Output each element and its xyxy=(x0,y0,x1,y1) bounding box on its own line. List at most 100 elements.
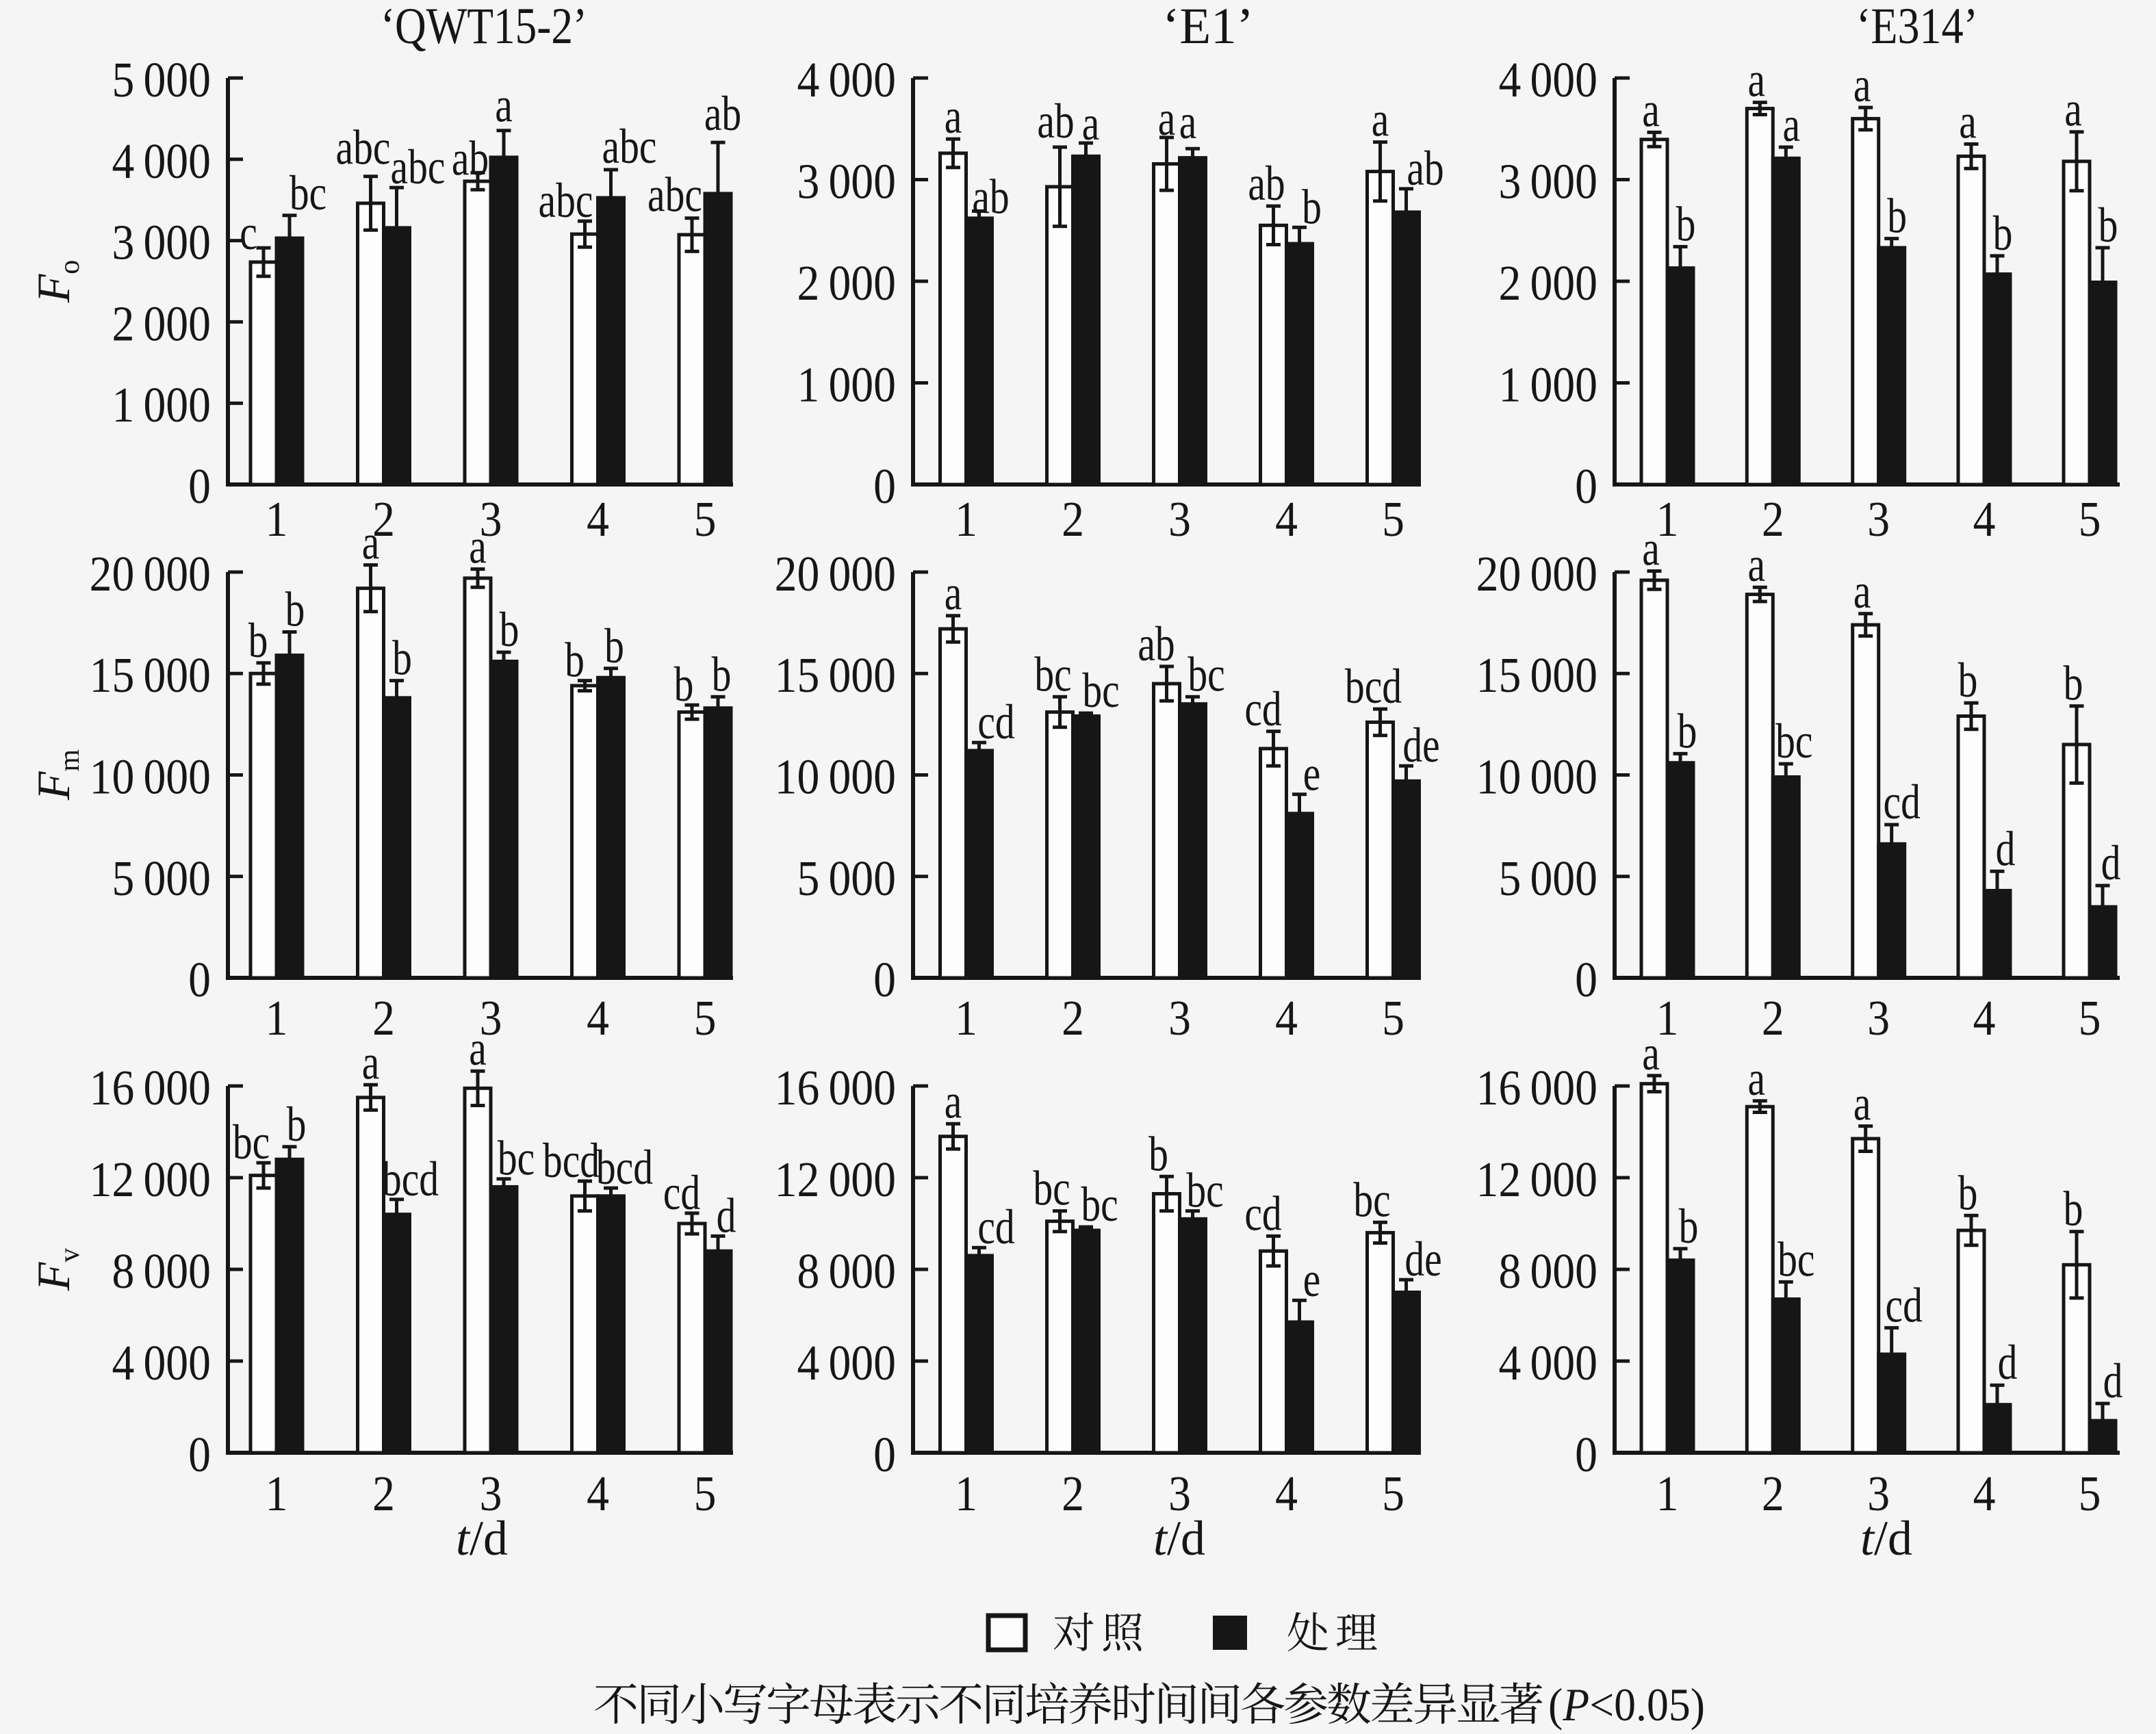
svg-text:b: b xyxy=(392,632,412,686)
svg-text:15 000: 15 000 xyxy=(90,648,211,703)
svg-text:b: b xyxy=(604,619,624,674)
svg-text:4: 4 xyxy=(1275,492,1298,547)
svg-text:4 000: 4 000 xyxy=(1498,1336,1597,1391)
svg-text:4: 4 xyxy=(1275,1466,1298,1522)
svg-text:bcd: bcd xyxy=(382,1152,439,1207)
svg-text:cd: cd xyxy=(1884,775,1921,830)
svg-text:20 000: 20 000 xyxy=(1476,547,1597,602)
svg-text:ab: ab xyxy=(1037,94,1074,149)
svg-text:3: 3 xyxy=(1867,492,1890,547)
svg-text:0: 0 xyxy=(188,459,211,515)
svg-text:4: 4 xyxy=(1973,492,1996,547)
svg-text:cd: cd xyxy=(977,695,1014,750)
svg-text:1 000: 1 000 xyxy=(1498,357,1597,413)
svg-text:3 000: 3 000 xyxy=(797,154,896,209)
svg-text:1: 1 xyxy=(266,492,288,547)
svg-text:d: d xyxy=(1998,1336,2018,1390)
svg-text:2: 2 xyxy=(1762,492,1784,547)
svg-text:d: d xyxy=(2103,1354,2123,1409)
svg-text:5 000: 5 000 xyxy=(112,53,211,108)
svg-text:de: de xyxy=(1402,719,1439,773)
svg-text:b: b xyxy=(285,583,305,638)
svg-text:a: a xyxy=(469,1022,487,1076)
svg-text:abc: abc xyxy=(602,120,657,174)
svg-text:bc: bc xyxy=(1188,647,1224,702)
svg-text:a: a xyxy=(945,567,962,621)
svg-text:de: de xyxy=(1404,1232,1441,1287)
svg-text:cd: cd xyxy=(1244,1187,1281,1241)
svg-text:3: 3 xyxy=(1867,1466,1890,1522)
svg-text:b: b xyxy=(1679,1200,1699,1254)
svg-text:12 000: 12 000 xyxy=(1476,1152,1597,1208)
svg-text:3: 3 xyxy=(480,1466,502,1522)
svg-text:a: a xyxy=(362,1035,380,1090)
svg-text:3: 3 xyxy=(480,991,502,1046)
svg-text:5: 5 xyxy=(694,492,717,547)
svg-text:0: 0 xyxy=(873,1427,896,1483)
svg-text:a: a xyxy=(945,90,962,144)
svg-text:0: 0 xyxy=(873,953,896,1008)
svg-text:a: a xyxy=(1642,83,1660,138)
svg-text:5: 5 xyxy=(694,991,717,1046)
svg-text:t/d: t/d xyxy=(1153,1511,1205,1566)
svg-text:a: a xyxy=(2064,83,2082,138)
svg-text:4 000: 4 000 xyxy=(797,1336,896,1391)
svg-text:5: 5 xyxy=(2079,991,2101,1046)
svg-text:2 000: 2 000 xyxy=(797,256,896,311)
svg-text:a: a xyxy=(1853,58,1871,113)
svg-text:b: b xyxy=(1887,190,1907,244)
svg-text:16 000: 16 000 xyxy=(90,1061,211,1116)
svg-text:bc: bc xyxy=(1082,664,1119,719)
svg-text:1: 1 xyxy=(266,1466,288,1522)
svg-text:(P<0.05): (P<0.05) xyxy=(1548,1679,1705,1731)
svg-text:10 000: 10 000 xyxy=(775,749,896,805)
svg-text:ab: ab xyxy=(972,170,1009,225)
svg-text:3 000: 3 000 xyxy=(112,215,211,270)
svg-text:bc: bc xyxy=(233,1115,270,1170)
svg-text:a: a xyxy=(1642,1026,1660,1081)
svg-text:10 000: 10 000 xyxy=(90,749,211,805)
svg-text:4: 4 xyxy=(1973,991,1996,1046)
svg-text:b: b xyxy=(1958,654,1978,708)
svg-text:a: a xyxy=(1082,96,1100,151)
svg-text:b: b xyxy=(2064,657,2083,712)
svg-text:5 000: 5 000 xyxy=(797,851,896,907)
svg-text:1 000: 1 000 xyxy=(112,378,211,433)
svg-text:a: a xyxy=(1783,98,1801,153)
svg-text:12 000: 12 000 xyxy=(775,1152,896,1208)
svg-text:ab: ab xyxy=(1138,617,1175,672)
svg-text:bc: bc xyxy=(1353,1173,1390,1228)
svg-text:5 000: 5 000 xyxy=(112,851,211,907)
svg-text:1: 1 xyxy=(955,1466,977,1522)
svg-text:bc: bc xyxy=(1186,1164,1223,1219)
svg-text:b: b xyxy=(2064,1182,2083,1237)
svg-text:ab: ab xyxy=(704,87,741,142)
svg-text:abc: abc xyxy=(539,174,593,229)
svg-text:0: 0 xyxy=(188,953,211,1008)
svg-text:a: a xyxy=(1748,538,1766,593)
svg-text:15 000: 15 000 xyxy=(1476,648,1597,703)
svg-text:2 000: 2 000 xyxy=(112,296,211,352)
svg-text:b: b xyxy=(674,658,694,712)
svg-text:bcd: bcd xyxy=(1345,660,1402,714)
svg-text:4 000: 4 000 xyxy=(112,134,211,190)
svg-text:2: 2 xyxy=(1062,492,1084,547)
svg-text:16 000: 16 000 xyxy=(1476,1061,1597,1116)
svg-text:1: 1 xyxy=(1656,492,1679,547)
svg-text:bcd: bcd xyxy=(543,1134,600,1189)
svg-text:20 000: 20 000 xyxy=(775,547,896,602)
svg-text:8 000: 8 000 xyxy=(112,1244,211,1299)
svg-text:15 000: 15 000 xyxy=(775,648,896,703)
svg-text:a: a xyxy=(1642,522,1660,577)
svg-text:bc: bc xyxy=(1081,1178,1118,1232)
svg-text:e: e xyxy=(1303,747,1321,802)
svg-text:5: 5 xyxy=(2079,1466,2101,1522)
svg-text:12 000: 12 000 xyxy=(90,1152,211,1208)
svg-text:cd: cd xyxy=(1886,1278,1923,1333)
svg-text:‘E314’: ‘E314’ xyxy=(1856,0,1978,55)
svg-text:2: 2 xyxy=(1062,1466,1084,1522)
svg-text:ab: ab xyxy=(1248,157,1285,211)
svg-text:c: c xyxy=(240,206,257,261)
svg-text:0: 0 xyxy=(1575,953,1597,1008)
svg-text:a: a xyxy=(945,1074,962,1129)
